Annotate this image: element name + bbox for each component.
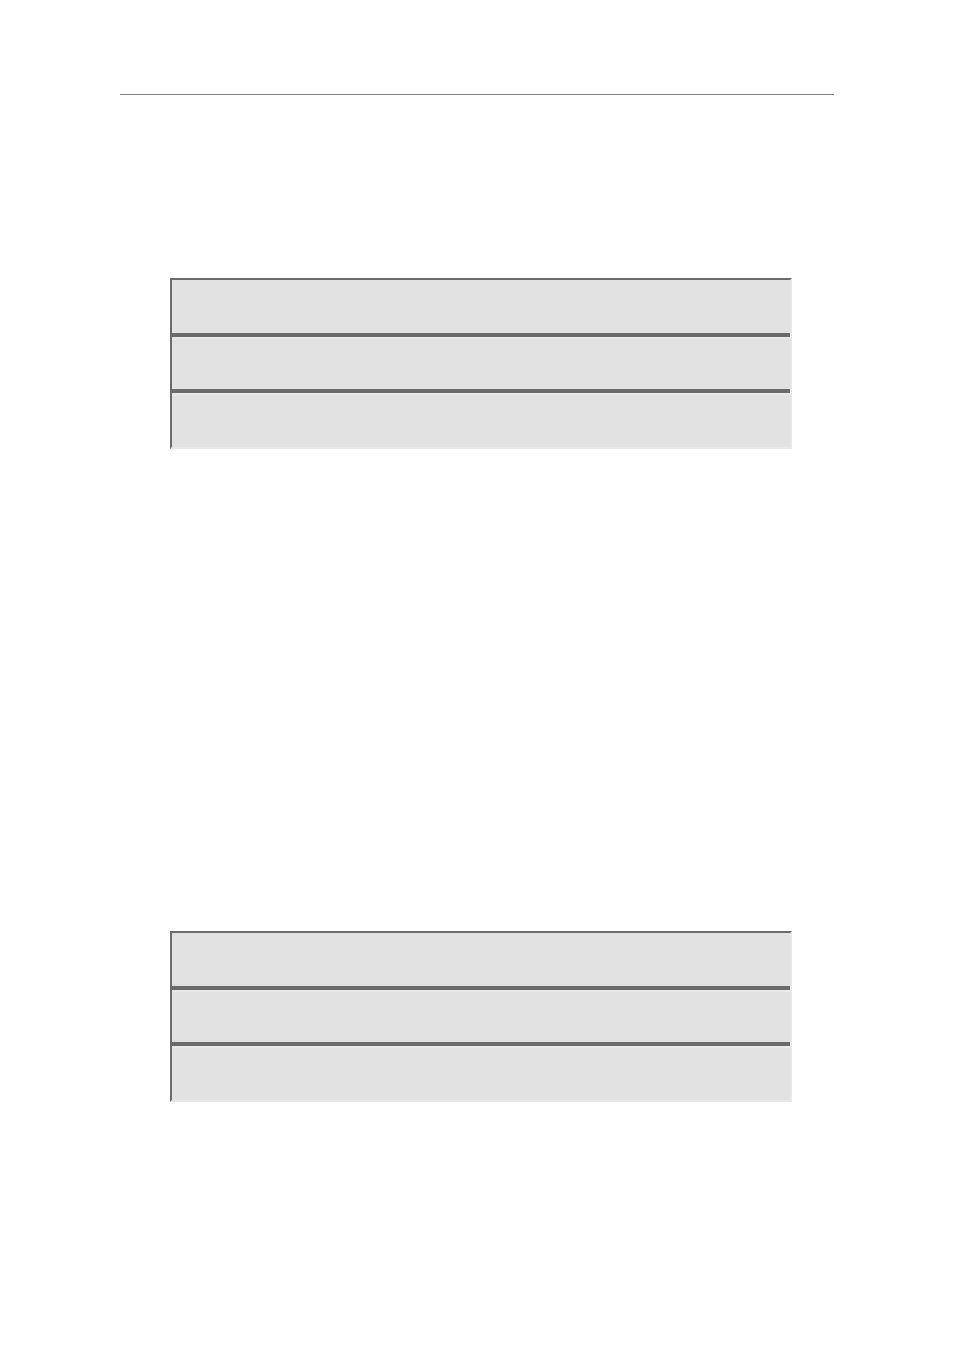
- table-row: [172, 280, 790, 335]
- table-row: [172, 1048, 790, 1100]
- header-divider: [120, 94, 834, 95]
- table-1: [170, 278, 792, 449]
- table-row: [172, 395, 790, 447]
- table-row: [172, 339, 790, 391]
- table-2: [170, 931, 792, 1102]
- table-row: [172, 933, 790, 988]
- table-row: [172, 992, 790, 1044]
